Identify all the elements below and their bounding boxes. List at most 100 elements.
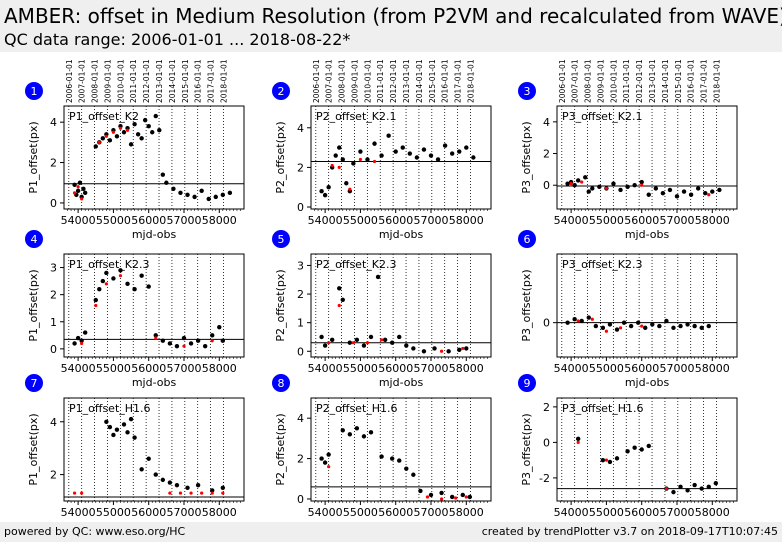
data-point [104,419,109,424]
data-point [329,337,335,343]
data-point [97,287,102,292]
data-point [192,194,197,200]
data-point [389,456,395,461]
data-point [178,190,183,196]
data-point [160,338,166,343]
panel-number: 1 [31,85,38,98]
flagged-point [664,486,669,491]
data-point [411,472,416,477]
data-point [421,147,427,152]
top-date-label: 2018-01-01 [219,59,228,103]
x-tick-label: 55000 [343,362,378,375]
top-date-label: 2011-01-01 [376,59,385,103]
panel-label: P2_offset_K2.3 [316,258,396,271]
data-point [678,323,683,329]
data-point [347,340,353,345]
data-point [368,430,374,435]
flagged-point [118,274,123,278]
data-point [467,494,473,500]
data-point [72,341,77,346]
data-point [104,270,109,276]
data-point [692,323,697,329]
flagged-point [210,339,214,343]
data-point [153,333,158,338]
flagged-point [80,197,84,201]
flagged-point [189,491,193,495]
flagged-point [80,341,84,346]
x-tick-label: 56000 [131,362,166,375]
panel-number: 9 [524,377,531,390]
y-tick-label: 2 [297,161,304,174]
data-point [153,472,158,477]
x-tick-label: 57000 [414,506,449,519]
data-point [160,172,166,177]
header-bar: AMBER: offset in Medium Resolution (from… [0,0,782,52]
data-point [139,136,144,141]
top-date-label: 2006-01-01 [65,59,74,103]
data-point [660,190,666,196]
flagged-point [178,491,183,495]
data-point [347,432,353,437]
data-point [671,489,676,495]
panel-number: 6 [524,233,531,246]
data-point [358,149,363,154]
flagged-point [125,128,130,132]
data-point [643,325,648,331]
data-point [457,347,462,353]
x-tick-label: 56000 [624,362,659,375]
data-point [393,149,398,154]
top-date-label: 2009-01-01 [350,59,359,103]
x-tick-label: 55000 [343,506,378,519]
data-point [382,337,388,343]
plot-frame [556,105,738,210]
data-point [319,456,324,461]
data-point [621,320,627,325]
data-point [586,189,591,194]
x-tick-label: 56000 [378,362,413,375]
data-point [167,341,173,346]
panel-number-badge [518,230,536,248]
chart-panel-3: 2006-01-01 2007-01-01 2008-01-01 2009-01-01… [518,59,738,241]
top-date-label: 2007-01-01 [325,59,334,103]
data-point [653,186,659,191]
data-point [118,268,123,273]
data-point [404,343,409,348]
data-point [646,192,651,197]
flagged-point [330,163,334,168]
data-point [128,416,134,422]
data-point [572,317,577,322]
top-date-label: 2013-01-01 [155,59,164,103]
chart-panel-5: 54000 55000 56000 57000 58000 0 1 2 3 mjd-obs P2_o… [272,230,492,389]
flagged-point [210,491,214,495]
data-point [344,181,349,186]
top-date-label: 2011-01-01 [622,59,631,103]
data-point [685,322,690,327]
data-point [354,426,360,431]
x-tick-label: 57000 [414,362,449,375]
flagged-point [576,440,580,444]
data-point [181,335,187,341]
panel-number: 3 [524,85,531,98]
top-date-label: 2010-01-01 [609,59,618,103]
top-date-label: 2016-01-01 [687,59,696,103]
data-point [607,459,613,465]
x-tick-label: 55000 [343,214,378,227]
x-tick-label: 58000 [695,362,730,375]
x-tick-label: 55000 [96,362,131,375]
data-point [322,460,328,465]
data-point [646,443,651,449]
data-point [572,183,577,188]
data-point [220,485,226,490]
data-point [397,334,402,340]
y-axis-label: P1_offset(px) [27,269,40,341]
flagged-point [118,126,123,130]
x-tick-label: 58000 [695,506,730,519]
x-tick-label: 55000 [96,506,131,519]
data-point [460,492,465,498]
data-point [220,192,226,198]
panel-label: P1_offset_K2.3 [69,258,149,271]
x-tick-label: 56000 [624,214,659,227]
data-point [678,484,683,489]
panel-number-badge [25,82,43,100]
